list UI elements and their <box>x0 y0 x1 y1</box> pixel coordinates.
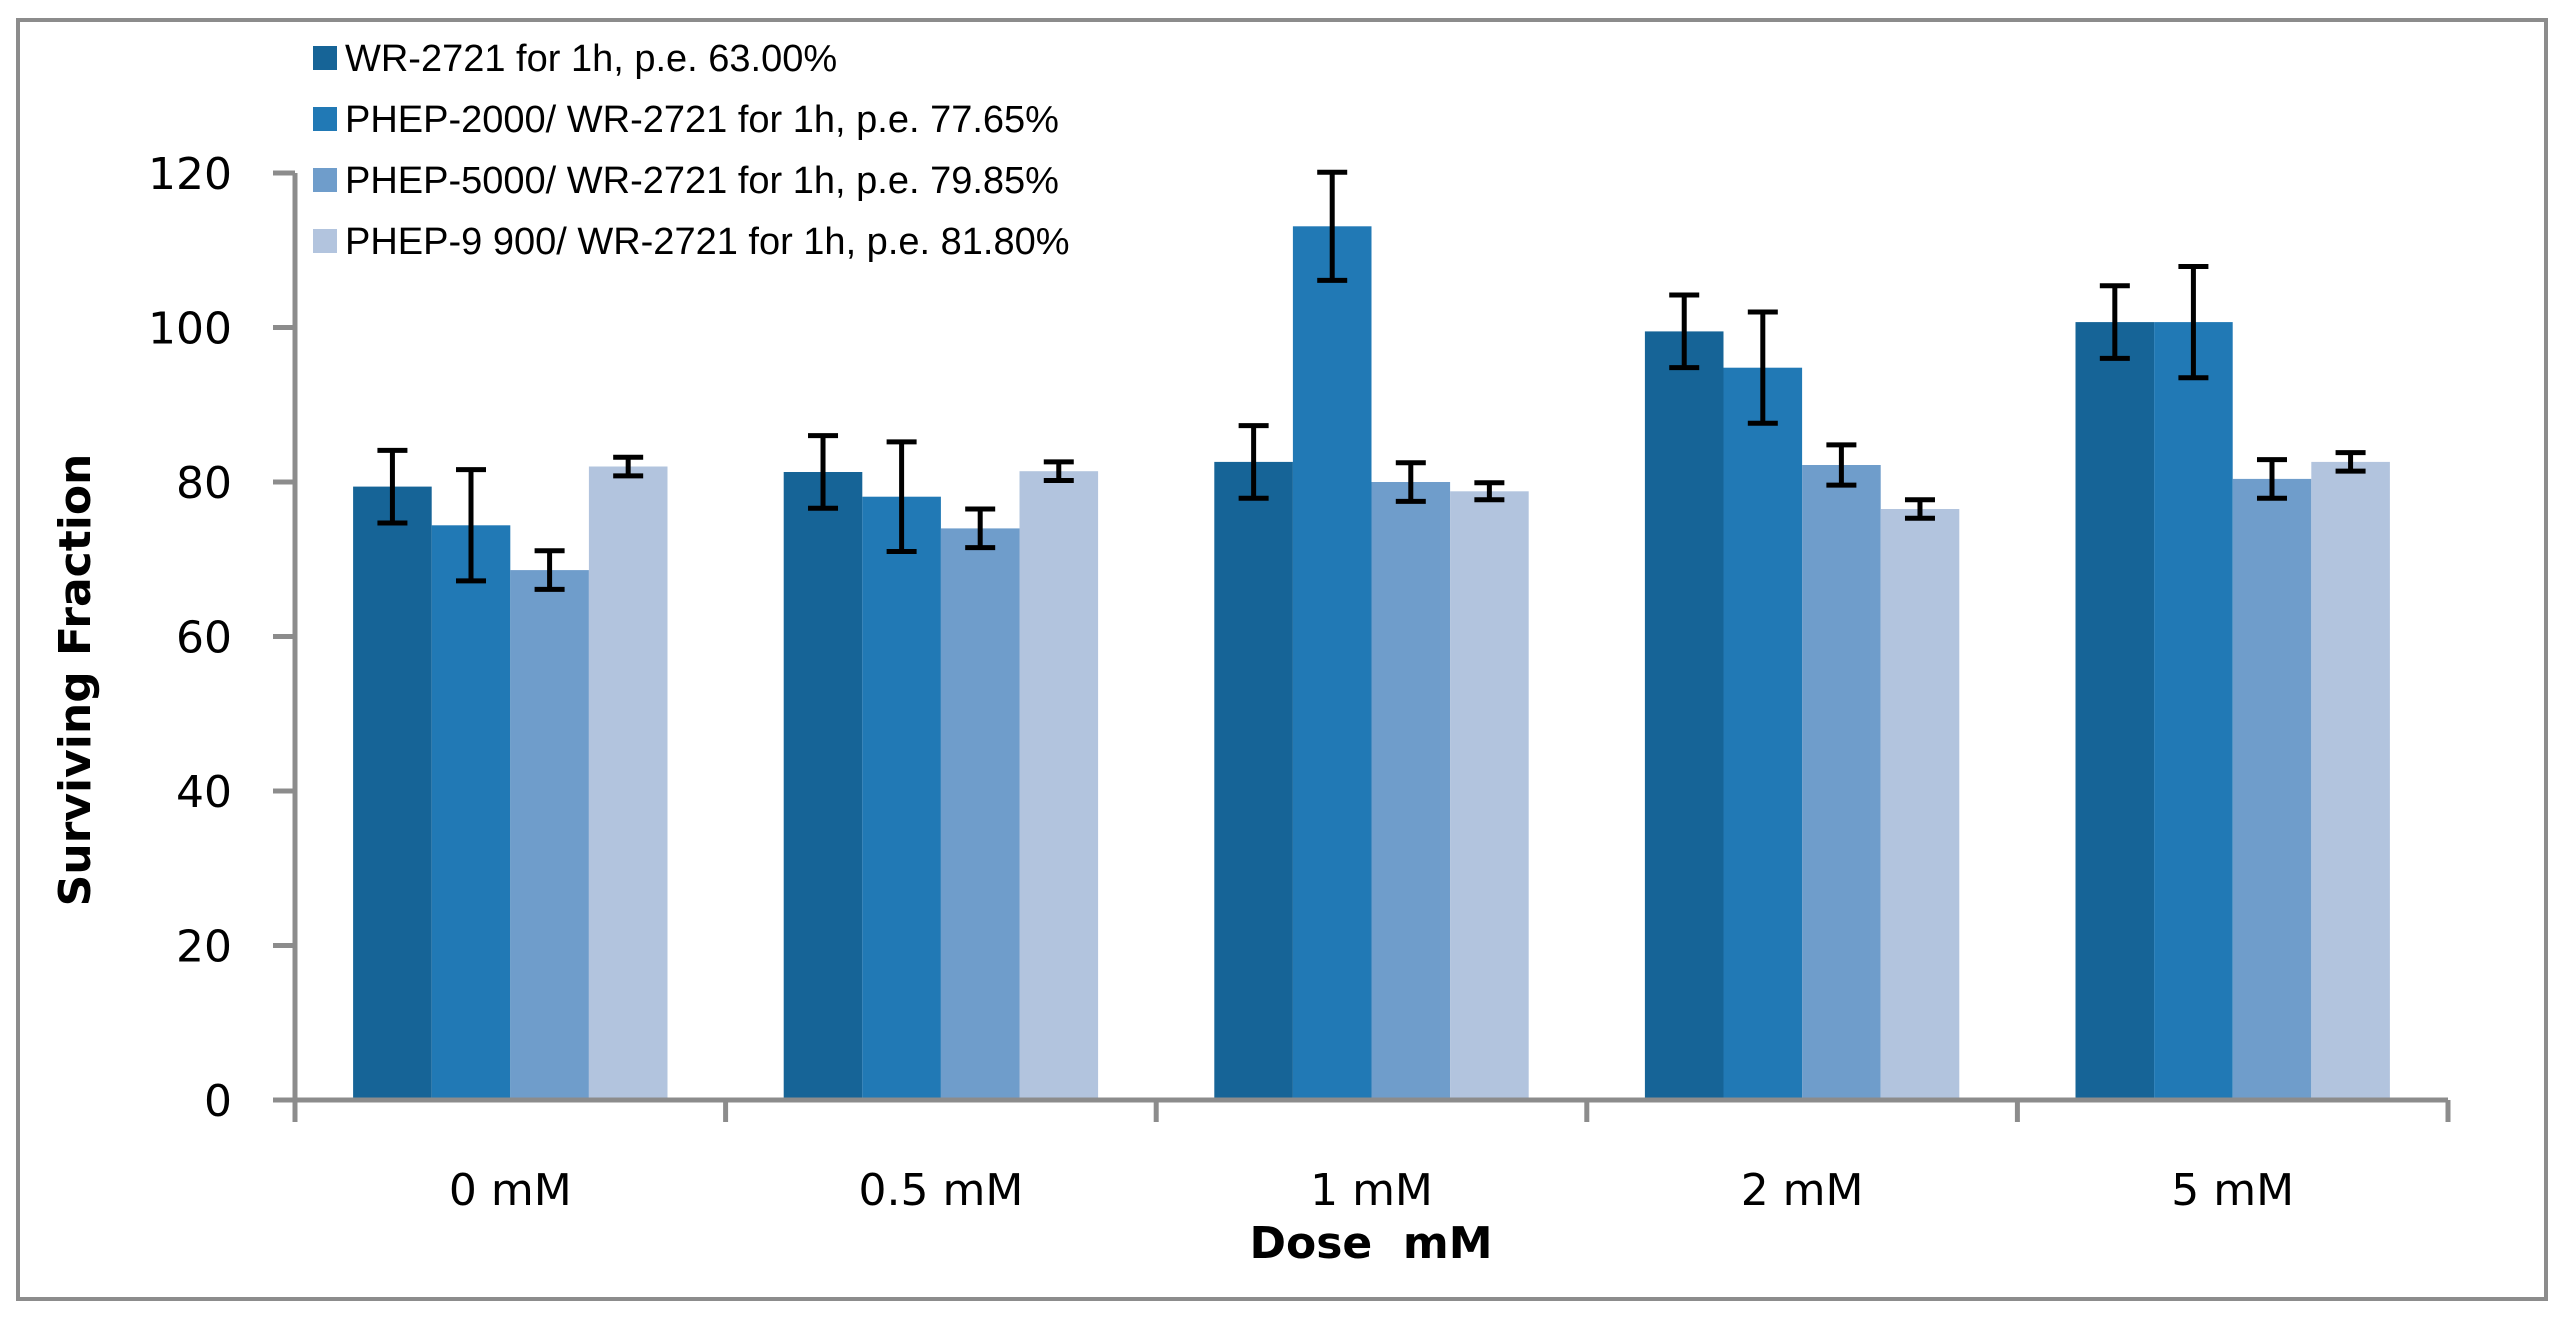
bar <box>1450 491 1529 1100</box>
y-tick-label: 0 <box>204 1076 232 1127</box>
axes-layer <box>273 170 2451 1122</box>
bar <box>1880 509 1960 1100</box>
bar <box>353 486 432 1101</box>
x-tick-label: 0.5 mM <box>859 1165 1024 1216</box>
x-tick-label: 1 mM <box>1310 1165 1433 1216</box>
y-tick-label: 60 <box>176 613 232 664</box>
error-bars-layer <box>377 169 2366 592</box>
legend-item: PHEP-9 900/ WR-2721 for 1h, p.e. 81.80% <box>313 221 1070 263</box>
legend-label: PHEP-5000/ WR-2721 for 1h, p.e. 79.85% <box>345 160 1059 202</box>
bar <box>1214 461 1293 1100</box>
chart-frame <box>16 18 2548 1301</box>
bar <box>783 472 863 1100</box>
bar <box>431 525 511 1100</box>
legend-label: PHEP-9 900/ WR-2721 for 1h, p.e. 81.80% <box>345 221 1070 263</box>
bar <box>2154 322 2233 1101</box>
y-tick-label: 40 <box>176 767 232 818</box>
y-tick-label: 80 <box>176 458 232 509</box>
legend-item: PHEP-5000/ WR-2721 for 1h, p.e. 79.85% <box>313 160 1059 202</box>
bar <box>588 466 668 1100</box>
y-tick-label: 20 <box>176 922 232 973</box>
legend-label: PHEP-2000/ WR-2721 for 1h, p.e. 77.65% <box>345 99 1059 141</box>
x-axis-title: Dose mM <box>1249 1218 1492 1269</box>
bar <box>2311 461 2390 1100</box>
legend-swatch <box>313 168 337 192</box>
legend-swatch <box>313 107 337 131</box>
bar <box>1644 331 1724 1100</box>
x-tick-label: 5 mM <box>2171 1165 2294 1216</box>
bar <box>1802 465 1881 1100</box>
y-tick-label: 120 <box>148 149 232 200</box>
bar <box>1292 226 1372 1101</box>
bar <box>1371 482 1451 1100</box>
tick-labels-layer: 0 20 40 60 80 100 120 0 mM 0.5 mM 1 mM 2 mM 5 mM <box>148 149 2294 1216</box>
legend-swatch <box>313 46 337 70</box>
legend-swatch <box>313 229 337 253</box>
bar <box>940 528 1020 1100</box>
y-tick-label: 100 <box>148 304 232 355</box>
legend-item: WR-2721 for 1h, p.e. 63.00% <box>313 38 837 80</box>
x-tick-label: 2 mM <box>1741 1165 1864 1216</box>
bar <box>2075 322 2155 1101</box>
bar <box>1019 471 1099 1100</box>
bar <box>862 496 941 1100</box>
bar <box>1723 367 1803 1100</box>
legend: WR-2721 for 1h, p.e. 63.00% PHEP-2000/ WR… <box>313 38 1070 263</box>
legend-item: PHEP-2000/ WR-2721 for 1h, p.e. 77.65% <box>313 99 1059 141</box>
y-axis-title: Surviving Fraction <box>50 454 101 907</box>
legend-label: WR-2721 for 1h, p.e. 63.00% <box>345 38 837 80</box>
bar <box>510 570 589 1100</box>
bar <box>2232 478 2312 1100</box>
bars-layer <box>353 226 2390 1101</box>
x-tick-label: 0 mM <box>449 1165 572 1216</box>
